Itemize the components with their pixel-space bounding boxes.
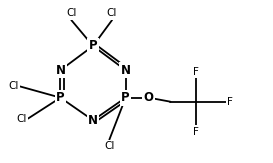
Text: N: N [121,64,131,77]
Text: Cl: Cl [16,114,26,124]
Text: F: F [193,127,199,137]
Text: Cl: Cl [104,141,115,151]
Text: O: O [144,91,154,104]
Text: F: F [227,97,233,107]
Text: Cl: Cl [8,81,18,91]
Text: N: N [88,114,98,127]
Text: N: N [55,64,66,77]
Text: Cl: Cl [66,8,76,18]
Text: Cl: Cl [107,8,117,18]
Text: P: P [89,39,97,52]
Text: P: P [56,91,65,104]
Text: P: P [121,91,130,104]
Text: F: F [193,67,199,77]
